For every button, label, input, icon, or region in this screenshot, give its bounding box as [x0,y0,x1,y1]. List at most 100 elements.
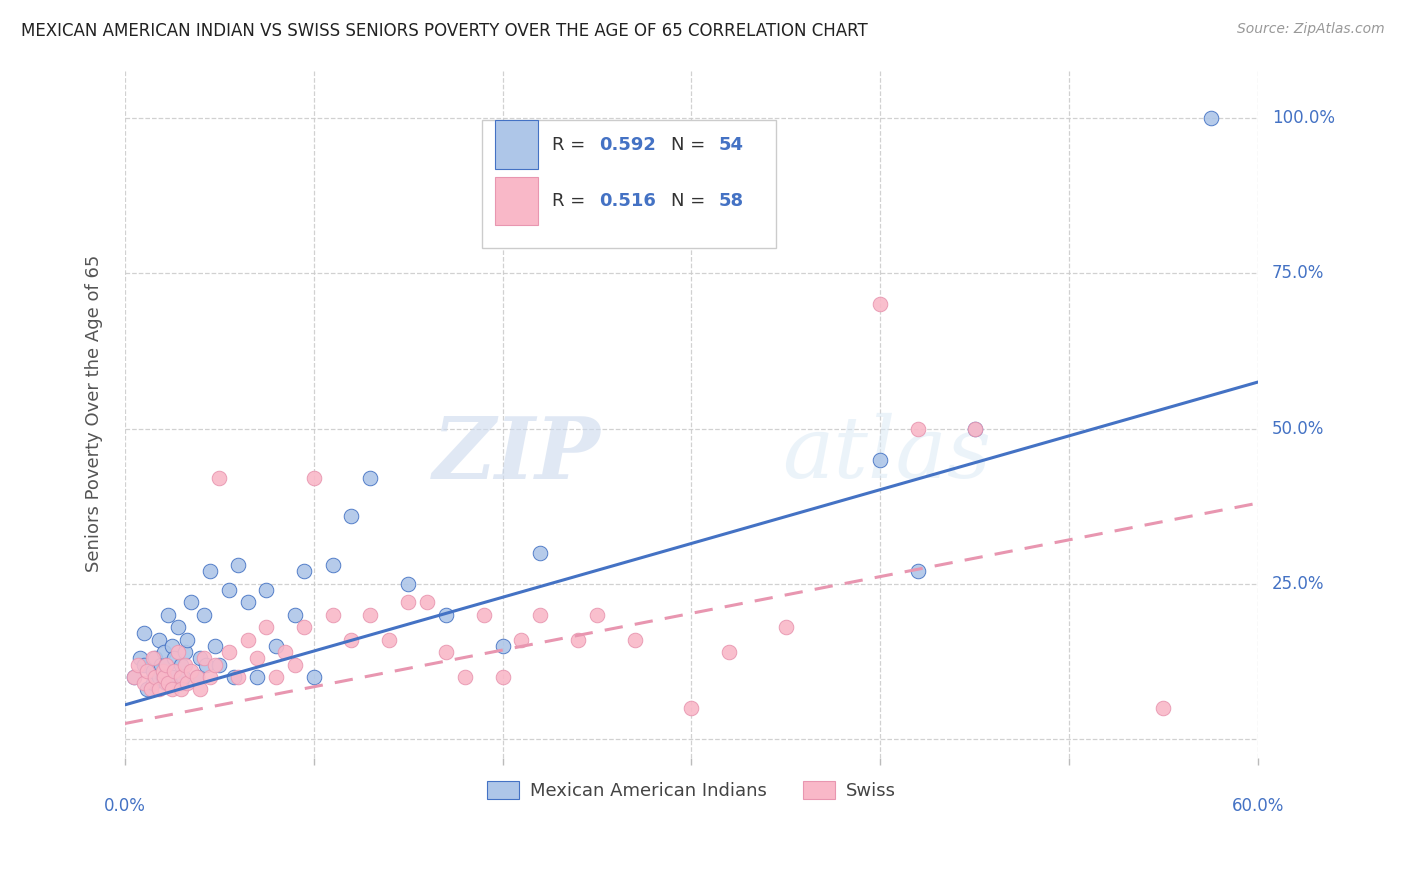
Point [148,670,170,684]
Point [190,682,212,697]
Point [152,664,174,678]
Point [163,664,186,678]
Point [869,297,891,311]
Point [454,670,477,684]
Point [198,670,221,684]
Text: 75.0%: 75.0% [1272,264,1324,283]
Point [204,639,226,653]
Point [434,607,457,622]
Point [155,657,177,672]
Text: 0.0%: 0.0% [104,797,146,814]
Point [907,422,929,436]
Point [218,645,240,659]
Text: 0.592: 0.592 [599,136,657,153]
Point [963,422,986,436]
Point [170,657,193,672]
Point [166,620,188,634]
Point [174,657,197,672]
Point [224,670,246,684]
Point [284,607,307,622]
Text: Source: ZipAtlas.com: Source: ZipAtlas.com [1237,22,1385,37]
Point [302,670,325,684]
Point [176,632,198,647]
Point [160,639,183,653]
Point [396,595,419,609]
Point [180,595,202,609]
Point [180,664,202,678]
Text: 50.0%: 50.0% [1272,419,1324,438]
Point [226,558,249,573]
Point [256,620,278,634]
Point [218,582,240,597]
Point [246,651,269,665]
Point [176,676,198,690]
Point [157,676,180,690]
Point [340,632,363,647]
Point [132,676,155,690]
Point [264,670,287,684]
Point [378,632,401,647]
Point [567,632,589,647]
Text: ZIP: ZIP [433,413,600,496]
Point [681,701,703,715]
Point [153,645,176,659]
Point [155,676,177,690]
Point [416,595,439,609]
Point [141,682,163,697]
Point [186,670,208,684]
Point [775,620,797,634]
Point [149,657,172,672]
Text: 60.0%: 60.0% [1232,797,1284,814]
Point [236,595,259,609]
Point [136,664,159,678]
Text: 100.0%: 100.0% [1272,109,1334,128]
Point [204,657,226,672]
Point [155,657,177,672]
Point [322,607,344,622]
Point [623,632,645,647]
Point [292,620,315,634]
Point [170,670,193,684]
Point [166,645,188,659]
Point [142,651,165,665]
Point [529,607,551,622]
FancyBboxPatch shape [495,177,538,225]
Point [174,645,197,659]
Point [129,651,152,665]
Point [256,582,278,597]
Point [170,682,193,697]
Y-axis label: Seniors Poverty Over the Age of 65: Seniors Poverty Over the Age of 65 [86,254,103,572]
Point [153,670,176,684]
Point [148,682,170,697]
Point [292,565,315,579]
Point [190,651,212,665]
Text: N =: N = [671,192,711,210]
Point [529,546,551,560]
Point [510,632,533,647]
Point [1152,701,1174,715]
Point [186,670,208,684]
Legend: Mexican American Indians, Swiss: Mexican American Indians, Swiss [479,773,904,807]
Point [359,607,381,622]
Point [195,657,218,672]
Point [122,670,145,684]
Point [198,565,221,579]
Point [142,676,165,690]
Point [148,632,170,647]
Text: 25.0%: 25.0% [1272,574,1324,593]
Point [359,471,381,485]
Point [193,651,215,665]
Point [340,508,363,523]
Point [246,670,269,684]
FancyBboxPatch shape [482,120,776,248]
Point [208,471,231,485]
Point [172,670,194,684]
Point [157,607,180,622]
Point [491,670,513,684]
Point [718,645,741,659]
Point [236,632,259,647]
Point [132,626,155,640]
Point [907,565,929,579]
Point [302,471,325,485]
Point [274,645,297,659]
